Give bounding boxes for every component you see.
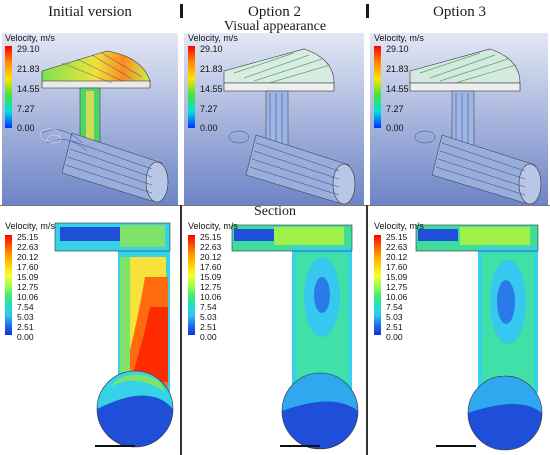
section-panel-initial bbox=[0, 217, 180, 455]
legend-title: Velocity, m/s bbox=[188, 33, 238, 43]
legend-visual-option-2: Velocity, m/s 29.10 21.83 14.55 7.27 0.0… bbox=[188, 33, 248, 133]
legend-tick: 20.12 bbox=[386, 252, 408, 262]
legend-tick: 15.09 bbox=[17, 272, 39, 282]
legend-visual-option-3: Velocity, m/s 29.10 21.83 14.55 7.27 0.0… bbox=[374, 33, 434, 133]
legend-tick: 0.00 bbox=[386, 332, 403, 342]
legend-tick: 29.10 bbox=[386, 44, 409, 54]
legend-tick: 20.12 bbox=[17, 252, 39, 262]
column-title-initial: Initial version bbox=[48, 4, 132, 20]
section-separator-1 bbox=[180, 205, 182, 455]
legend-tick: 14.55 bbox=[200, 84, 223, 94]
visual-panel-option-3 bbox=[370, 33, 548, 205]
legend-tick: 25.15 bbox=[200, 232, 222, 242]
legend-tick: 14.55 bbox=[17, 84, 40, 94]
row-divider bbox=[0, 205, 550, 206]
visual-panel-initial bbox=[2, 33, 178, 205]
legend-tick: 22.63 bbox=[386, 242, 408, 252]
legend-tick: 21.83 bbox=[17, 64, 40, 74]
legend-tick: 7.27 bbox=[386, 104, 404, 114]
legend-colorbar bbox=[188, 46, 195, 128]
legend-tick: 5.03 bbox=[17, 312, 34, 322]
legend-title: Velocity, m/s bbox=[5, 33, 55, 43]
legend-tick: 29.10 bbox=[200, 44, 223, 54]
legend-tick: 10.06 bbox=[386, 292, 408, 302]
legend-tick: 14.55 bbox=[386, 84, 409, 94]
legend-colorbar bbox=[374, 235, 381, 335]
legend-section-option-2: Velocity, m/s 25.15 22.63 20.12 17.60 15… bbox=[188, 221, 258, 342]
legend-tick: 0.00 bbox=[17, 123, 35, 133]
legend-tick: 12.75 bbox=[200, 282, 222, 292]
legend-tick: 2.51 bbox=[386, 322, 403, 332]
legend-tick: 0.00 bbox=[200, 332, 217, 342]
visual-panel-option-2 bbox=[184, 33, 364, 205]
legend-tick: 20.12 bbox=[200, 252, 222, 262]
column-title-option-3: Option 3 bbox=[433, 4, 486, 20]
legend-section-option-3: Velocity, m/s 25.15 22.63 20.12 17.60 15… bbox=[374, 221, 444, 342]
legend-tick: 5.03 bbox=[200, 312, 217, 322]
legend-tick: 10.06 bbox=[200, 292, 222, 302]
title-separator-2 bbox=[366, 4, 369, 18]
legend-tick: 17.60 bbox=[200, 262, 222, 272]
legend-tick: 21.83 bbox=[386, 64, 409, 74]
legend-tick: 29.10 bbox=[17, 44, 40, 54]
legend-tick: 0.00 bbox=[200, 123, 218, 133]
legend-tick: 22.63 bbox=[200, 242, 222, 252]
legend-tick: 2.51 bbox=[200, 322, 217, 332]
legend-tick: 5.03 bbox=[386, 312, 403, 322]
legend-tick: 15.09 bbox=[386, 272, 408, 282]
legend-colorbar bbox=[374, 46, 381, 128]
legend-tick: 7.54 bbox=[200, 302, 217, 312]
title-separator-1 bbox=[180, 4, 183, 18]
legend-title: Velocity, m/s bbox=[374, 221, 424, 231]
column-title-option-2: Option 2 bbox=[248, 4, 301, 20]
legend-visual-initial: Velocity, m/s 29.10 21.83 14.55 7.27 0.0… bbox=[5, 33, 65, 133]
legend-tick: 7.54 bbox=[386, 302, 403, 312]
legend-section-initial: Velocity, m/s 25.15 22.63 20.12 17.60 15… bbox=[5, 221, 75, 342]
row-label-section: Section bbox=[254, 204, 296, 219]
legend-tick: 7.27 bbox=[17, 104, 35, 114]
legend-title: Velocity, m/s bbox=[5, 221, 55, 231]
legend-tick: 12.75 bbox=[386, 282, 408, 292]
legend-tick: 0.00 bbox=[386, 123, 404, 133]
legend-tick: 15.09 bbox=[200, 272, 222, 282]
section-panel-option-2 bbox=[184, 217, 364, 455]
row-label-visual-appearance: Visual appearance bbox=[223, 19, 327, 34]
legend-colorbar bbox=[5, 235, 12, 335]
legend-tick: 17.60 bbox=[17, 262, 39, 272]
legend-colorbar bbox=[188, 235, 195, 335]
legend-tick: 10.06 bbox=[17, 292, 39, 302]
legend-tick: 21.83 bbox=[200, 64, 223, 74]
legend-tick: 22.63 bbox=[17, 242, 39, 252]
legend-tick: 25.15 bbox=[17, 232, 39, 242]
legend-tick: 0.00 bbox=[17, 332, 34, 342]
section-separator-2 bbox=[366, 205, 368, 455]
section-panel-option-3 bbox=[370, 217, 548, 455]
legend-tick: 7.27 bbox=[200, 104, 218, 114]
legend-tick: 2.51 bbox=[17, 322, 34, 332]
legend-tick: 7.54 bbox=[17, 302, 34, 312]
legend-tick: 17.60 bbox=[386, 262, 408, 272]
legend-tick: 12.75 bbox=[17, 282, 39, 292]
legend-colorbar bbox=[5, 46, 12, 128]
legend-tick: 25.15 bbox=[386, 232, 408, 242]
legend-title: Velocity, m/s bbox=[188, 221, 238, 231]
legend-title: Velocity, m/s bbox=[374, 33, 424, 43]
